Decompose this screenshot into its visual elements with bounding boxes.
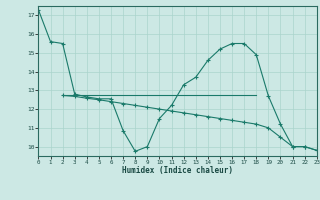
X-axis label: Humidex (Indice chaleur): Humidex (Indice chaleur) <box>122 166 233 175</box>
